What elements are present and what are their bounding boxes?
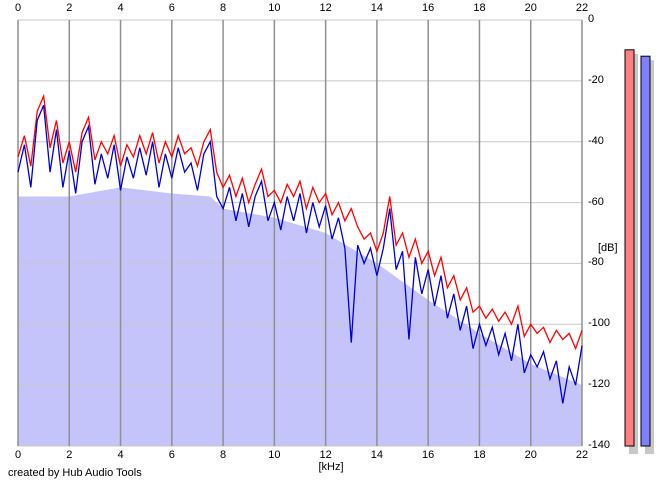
x-tick-label-top: 0: [14, 2, 22, 14]
y-tick-label: -20: [588, 73, 604, 86]
x-tick-label-bottom: 14: [370, 449, 384, 461]
level-meter-left: [624, 49, 635, 447]
y-tick-label: -60: [588, 195, 604, 208]
level-meter-right: [640, 55, 651, 447]
x-tick-label-bottom: 2: [66, 449, 73, 461]
x-tick-label-bottom: 4: [117, 449, 124, 461]
x-tick-label-top: 14: [370, 2, 384, 14]
series-line-right-channel: [17, 104, 583, 404]
average-fill-area: [18, 187, 582, 446]
x-tick-label-top: 12: [319, 2, 332, 14]
x-tick-label-bottom: 8: [220, 449, 227, 461]
y-tick-label: -80: [588, 256, 604, 269]
x-tick-label-top: 8: [220, 2, 227, 14]
x-tick-label-top: 20: [524, 2, 537, 14]
x-tick-label-bottom: 20: [524, 449, 537, 461]
x-tick-label-top: 2: [66, 2, 73, 14]
x-tick-label-bottom: 10: [268, 449, 281, 461]
x-tick-label-bottom: 18: [473, 449, 486, 461]
x-tick-label-top: 4: [117, 2, 124, 14]
x-tick-label-bottom: 0: [14, 449, 22, 461]
x-tick-label-top: 18: [473, 2, 486, 14]
x-tick-label-bottom: 6: [168, 449, 175, 461]
y-tick-label: -140: [588, 439, 611, 451]
x-tick-label-top: 6: [168, 2, 175, 14]
y-axis-label: [dB]: [598, 242, 618, 254]
x-tick-label-top: 10: [268, 2, 281, 14]
x-tick-label-top: 16: [422, 2, 435, 14]
x-tick-label-bottom: 22: [575, 449, 589, 461]
credit-text: created by Hub Audio Tools: [8, 467, 142, 479]
y-tick-label: 0: [588, 13, 595, 25]
y-tick-label: -40: [588, 134, 604, 147]
series-line-left-channel: [17, 93, 583, 351]
x-tick-label-bottom: 16: [422, 449, 435, 461]
y-tick-label: -100: [588, 317, 611, 330]
x-axis-label: [kHz]: [318, 461, 344, 473]
y-tick-label: -120: [588, 378, 611, 391]
x-tick-label-top: 22: [575, 2, 589, 14]
x-tick-label-bottom: 12: [319, 449, 332, 461]
